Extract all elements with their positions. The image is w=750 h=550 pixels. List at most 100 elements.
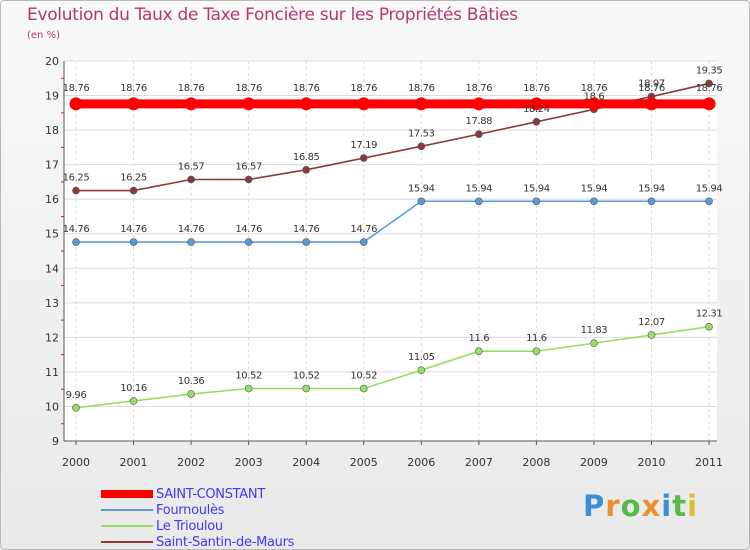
- legend-item: Saint-Santin-de-Maurs: [101, 534, 295, 550]
- logo-letter: r: [605, 489, 621, 523]
- x-tick-label: 2000: [62, 456, 90, 469]
- series-line: [75, 200, 710, 243]
- data-label: 18.76: [581, 83, 608, 94]
- data-point: [532, 118, 541, 126]
- legend-label: Fournoulès: [156, 502, 225, 518]
- data-label: 14.76: [293, 224, 320, 235]
- logo-letter: o: [620, 489, 642, 523]
- data-point: [187, 238, 195, 246]
- y-tick-label: 19: [45, 90, 59, 103]
- data-label: 19.35: [696, 65, 723, 76]
- legend-label: Saint-Santin-de-Maurs: [156, 534, 295, 550]
- legend-swatch: [101, 525, 153, 527]
- y-tick-label: 14: [45, 262, 59, 275]
- data-label: 17.19: [350, 140, 377, 151]
- data-point: [417, 366, 426, 374]
- data-point: [359, 238, 368, 246]
- data-label: 12.07: [638, 317, 665, 328]
- data-label: 9.96: [66, 390, 87, 401]
- data-point: [359, 384, 368, 393]
- x-tick-label: 2009: [580, 456, 608, 469]
- data-label: 18.76: [63, 83, 90, 94]
- y-axis-unit-label: (en %): [27, 30, 60, 41]
- data-point: [129, 186, 138, 195]
- data-label: 14.76: [120, 224, 147, 235]
- data-label: 18.76: [408, 83, 435, 94]
- y-tick-label: 10: [45, 400, 59, 413]
- x-tick-label: 2008: [522, 456, 550, 469]
- legend-swatch: [101, 490, 153, 498]
- chart-title: Evolution du Taux de Taxe Foncière sur l…: [27, 5, 518, 25]
- y-tick-label: 18: [45, 124, 59, 137]
- data-label: 16.85: [293, 152, 320, 163]
- data-point: [69, 97, 83, 111]
- data-label: 10.36: [178, 376, 205, 387]
- legend-label: Le Trioulou: [156, 518, 223, 534]
- data-label: 18.6: [584, 91, 605, 102]
- x-tick-label: 2007: [465, 456, 493, 469]
- proxiti-logo: Proxiti: [583, 489, 698, 523]
- data-point: [414, 97, 428, 111]
- data-point: [187, 175, 195, 184]
- data-point: [472, 97, 486, 111]
- x-tick-label: 2006: [407, 456, 435, 469]
- legend-item: SAINT-CONSTANT: [101, 486, 294, 502]
- data-point: [244, 175, 253, 184]
- data-point: [702, 97, 716, 111]
- data-point: [302, 166, 311, 174]
- series-line: [75, 325, 710, 409]
- legend-swatch: [101, 509, 153, 511]
- data-point: [129, 397, 138, 405]
- logo-letter: x: [641, 489, 662, 523]
- data-label: 15.94: [523, 183, 550, 194]
- x-tick-label: 2001: [120, 456, 148, 469]
- data-label: 16.57: [235, 161, 262, 172]
- data-point: [590, 339, 598, 348]
- data-label: 18.76: [293, 83, 320, 94]
- data-label: 18.76: [350, 83, 377, 94]
- data-label: 17.88: [466, 116, 493, 127]
- logo-letter: P: [583, 489, 606, 523]
- data-point: [705, 197, 713, 206]
- data-label: 18.76: [178, 83, 205, 94]
- data-point: [187, 390, 195, 398]
- data-label: 18.76: [523, 83, 550, 94]
- data-point: [645, 97, 658, 111]
- data-label: 12.31: [696, 309, 723, 320]
- data-label: 10.52: [235, 370, 262, 381]
- data-label: 11.83: [581, 325, 608, 336]
- x-tick-label: 2004: [292, 456, 320, 469]
- y-tick-label: 16: [45, 193, 59, 206]
- data-label: 14.76: [63, 224, 90, 235]
- x-tick-label: 2003: [235, 456, 263, 469]
- data-label: 16.25: [120, 173, 147, 184]
- data-point: [302, 238, 311, 246]
- y-tick-label: 12: [45, 331, 59, 344]
- data-point: [299, 97, 313, 111]
- data-label: 18.76: [466, 83, 493, 94]
- data-label: 15.94: [696, 183, 723, 194]
- data-label: 18.76: [696, 83, 723, 94]
- data-label: 15.94: [581, 183, 608, 194]
- data-point: [417, 142, 426, 151]
- data-label: 18.97: [638, 79, 665, 90]
- data-label: 10.52: [350, 370, 377, 381]
- data-point: [127, 97, 141, 111]
- data-point: [359, 154, 368, 162]
- y-tick-label: 13: [45, 297, 59, 310]
- data-point: [244, 384, 253, 393]
- data-point: [705, 322, 713, 331]
- data-label: 18.76: [120, 83, 147, 94]
- data-point: [72, 238, 80, 246]
- data-point: [705, 79, 713, 88]
- data-point: [129, 238, 138, 246]
- data-label: 16.57: [178, 161, 205, 172]
- data-point: [357, 97, 371, 111]
- data-label: 10.52: [293, 370, 320, 381]
- plot-area: [64, 61, 717, 441]
- x-tick-label: 2011: [695, 456, 723, 469]
- chart-legend: SAINT-CONSTANT Fournoulès Le Trioulou Saint…: [101, 486, 295, 550]
- legend-swatch: [101, 541, 153, 543]
- data-label: 18.24: [523, 104, 550, 115]
- data-point: [532, 197, 541, 206]
